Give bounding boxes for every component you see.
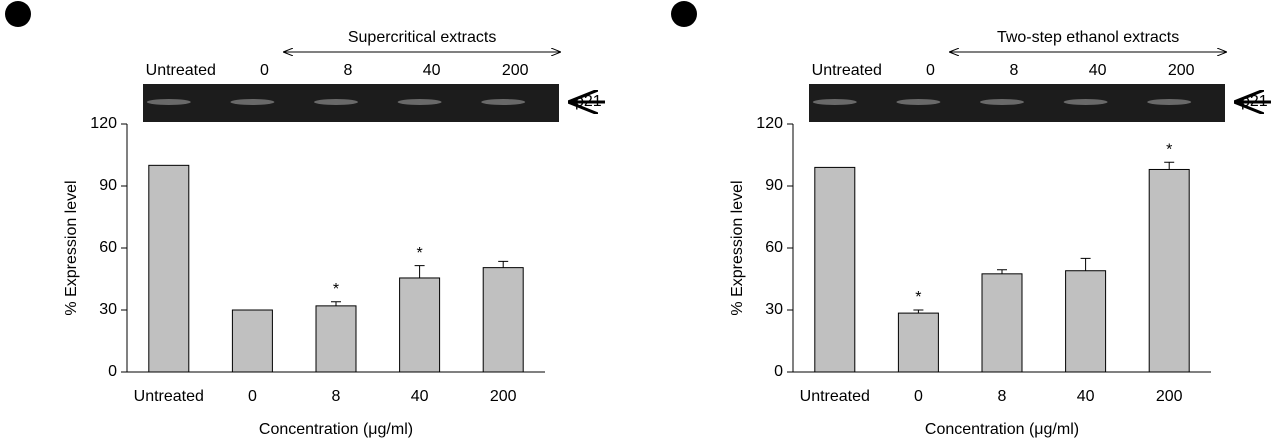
error-bar xyxy=(498,261,508,267)
band-label: p21 xyxy=(1241,93,1268,110)
x-tick-label: 0 xyxy=(248,388,257,405)
lane-label: 40 xyxy=(1089,62,1107,79)
lane-label: Untreated xyxy=(812,62,882,79)
group-label: Supercritical extracts xyxy=(348,29,497,46)
bar xyxy=(483,268,523,372)
significance-mark: * xyxy=(416,245,422,262)
bar xyxy=(400,278,440,372)
panel-label: B xyxy=(678,6,690,23)
y-tick-label: 30 xyxy=(99,301,117,318)
y-axis-label: % Expression level xyxy=(729,180,746,315)
blot-band xyxy=(813,99,857,105)
bar xyxy=(232,310,272,372)
y-tick-label: 60 xyxy=(99,239,117,256)
band-label: p21 xyxy=(575,93,602,110)
significance-mark: * xyxy=(1166,141,1172,158)
lane-label: 40 xyxy=(423,62,441,79)
x-tick-label: Untreated xyxy=(800,388,870,405)
blot-band xyxy=(147,99,191,105)
blot-band xyxy=(314,99,358,105)
y-tick-label: 120 xyxy=(756,115,783,132)
significance-mark: * xyxy=(915,289,921,306)
bar xyxy=(149,165,189,372)
group-label: Two-step ethanol extracts xyxy=(997,29,1179,46)
blot-band xyxy=(398,99,442,105)
y-tick-label: 0 xyxy=(774,363,783,380)
lane-label: 8 xyxy=(344,62,353,79)
bar xyxy=(898,313,938,372)
error-bar xyxy=(997,270,1007,274)
y-tick-label: 90 xyxy=(99,177,117,194)
x-tick-label: 200 xyxy=(1156,388,1183,405)
y-tick-label: 90 xyxy=(765,177,783,194)
y-tick-label: 120 xyxy=(90,115,117,132)
lane-label: 200 xyxy=(1168,62,1195,79)
lane-label: 0 xyxy=(260,62,269,79)
panel-label: A xyxy=(12,6,24,23)
x-tick-label: Untreated xyxy=(134,388,204,405)
x-tick-label: 40 xyxy=(1077,388,1095,405)
x-tick-label: 40 xyxy=(411,388,429,405)
error-bar xyxy=(331,302,341,306)
error-bar xyxy=(1081,258,1091,270)
blot-band xyxy=(481,99,525,105)
x-tick-label: 8 xyxy=(332,388,341,405)
bar xyxy=(316,306,356,372)
bar xyxy=(982,274,1022,372)
y-tick-label: 0 xyxy=(108,363,117,380)
bar xyxy=(1066,271,1106,372)
lane-label: 200 xyxy=(502,62,529,79)
blot-band xyxy=(1147,99,1191,105)
y-axis-label: % Expression level xyxy=(63,180,80,315)
x-tick-label: 200 xyxy=(490,388,517,405)
blot-band xyxy=(230,99,274,105)
figure: A Untreated 0 8 40 200 p21 Supercritical extrac… xyxy=(0,0,1279,441)
blot-band xyxy=(980,99,1024,105)
x-tick-label: 8 xyxy=(998,388,1007,405)
y-tick-label: 30 xyxy=(765,301,783,318)
error-bar xyxy=(415,266,425,278)
blot-band xyxy=(1064,99,1108,105)
x-tick-label: 0 xyxy=(914,388,923,405)
lane-label: 8 xyxy=(1010,62,1019,79)
bar xyxy=(815,167,855,372)
x-axis-label: Concentration (μg/ml) xyxy=(259,421,413,438)
x-axis-label: Concentration (μg/ml) xyxy=(925,421,1079,438)
bar xyxy=(1149,169,1189,372)
blot-band xyxy=(896,99,940,105)
y-tick-label: 60 xyxy=(765,239,783,256)
lane-label: Untreated xyxy=(146,62,216,79)
significance-mark: * xyxy=(333,281,339,298)
error-bar xyxy=(1164,162,1174,169)
lane-label: 0 xyxy=(926,62,935,79)
